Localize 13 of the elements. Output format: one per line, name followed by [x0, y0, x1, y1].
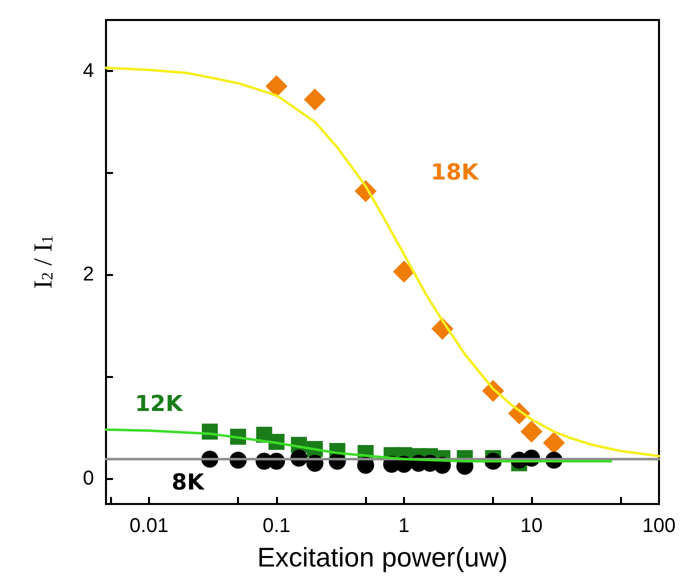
x-tick-label: 100: [642, 515, 676, 537]
series-label: 8K: [172, 470, 205, 496]
x-tick-label: 10: [520, 515, 543, 537]
series-label: 12K: [134, 392, 184, 418]
x-tick-label: 0.1: [262, 515, 290, 537]
y-tick-label: 2: [82, 264, 94, 286]
y-tick-label: 4: [82, 60, 94, 82]
x-tick-label: 1: [398, 515, 410, 537]
text: 18K: [430, 160, 480, 186]
y-axis-title: I2 / I1: [28, 235, 58, 289]
x-tick-label: 0.01: [130, 515, 168, 537]
y-tick-label: 0: [82, 468, 94, 490]
x-axis-title: Excitation power(uw): [257, 542, 508, 572]
